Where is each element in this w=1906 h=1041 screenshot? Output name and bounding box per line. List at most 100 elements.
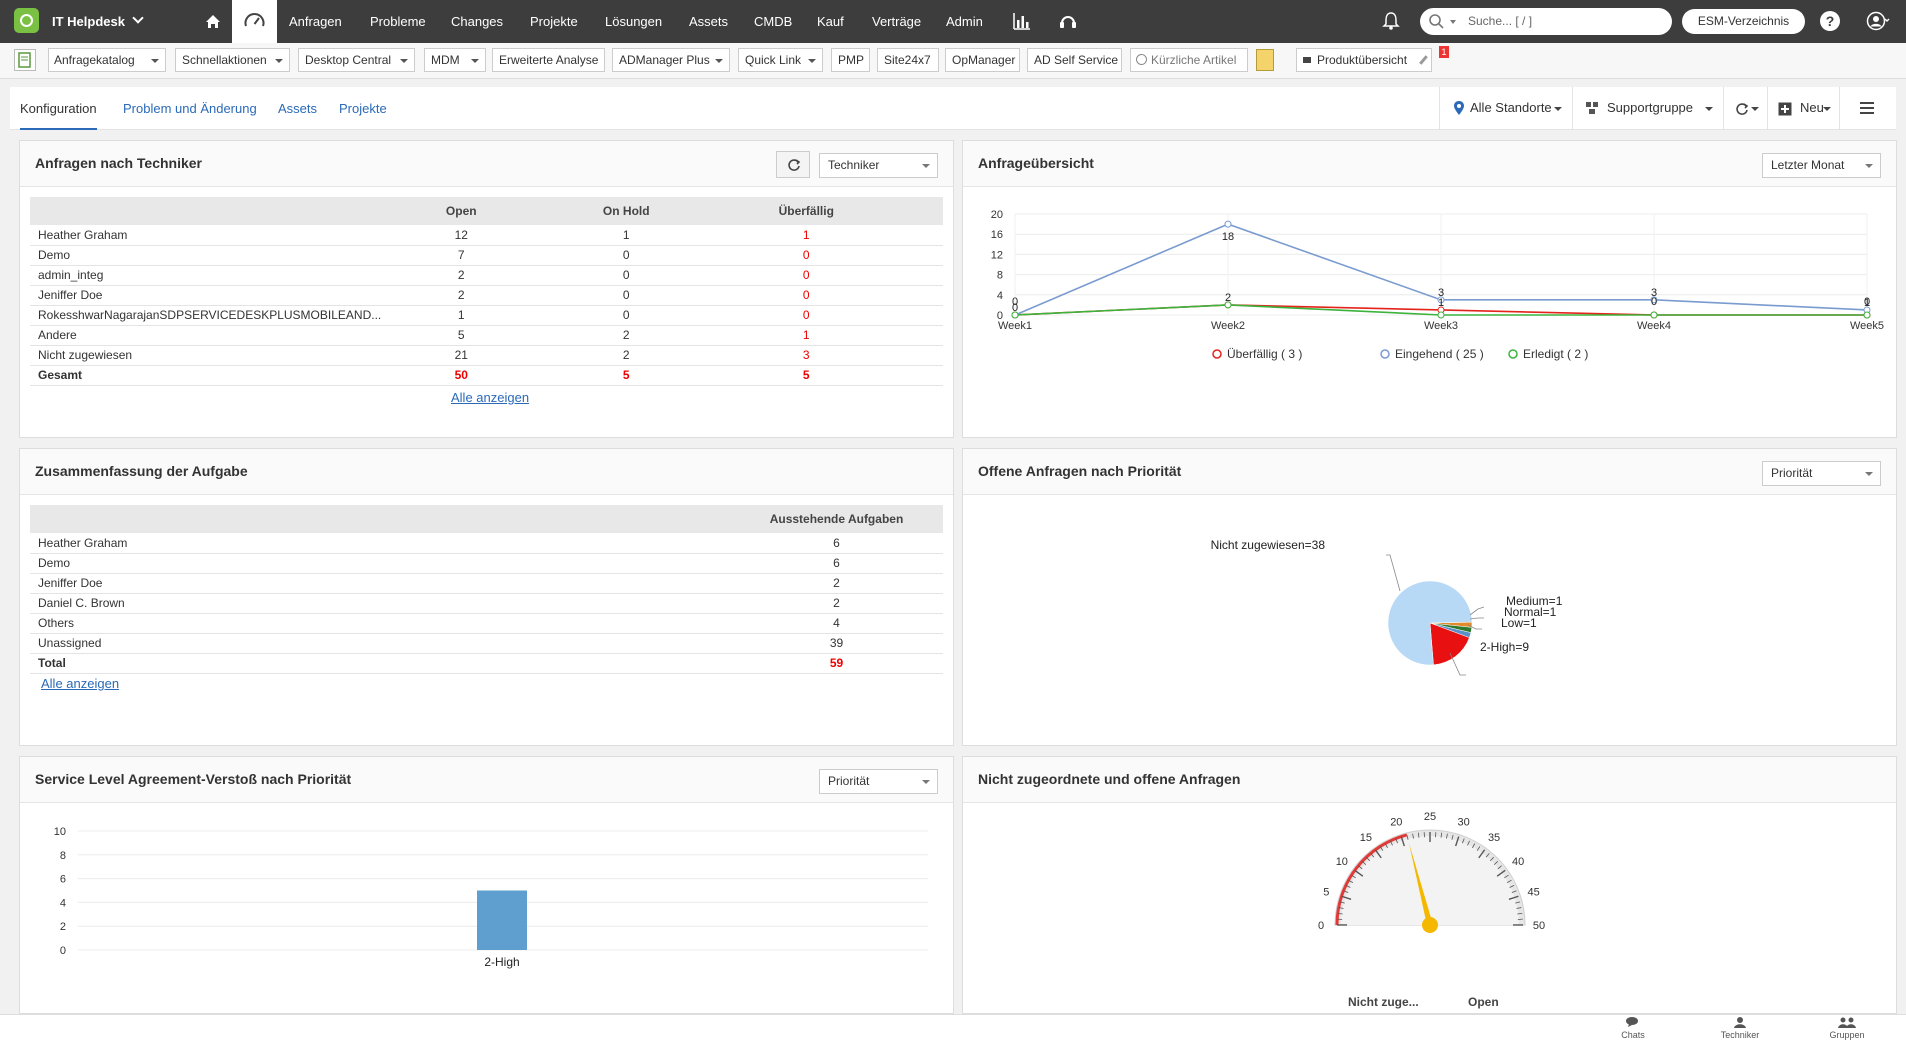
- toolbar-schnellaktionen[interactable]: Schnellaktionen: [175, 48, 290, 72]
- filter-label: Techniker: [828, 158, 880, 172]
- y-tick-label: 0: [997, 310, 1003, 322]
- priority-filter[interactable]: Priorität: [1762, 461, 1881, 486]
- gauge-tick: [1339, 901, 1345, 904]
- search-input[interactable]: Suche... [ / ]: [1468, 14, 1533, 28]
- bell-icon[interactable]: [1382, 11, 1400, 34]
- nav-cmdb[interactable]: CMDB: [754, 14, 793, 29]
- location-pin-icon: [1454, 101, 1464, 115]
- dashboard-icon[interactable]: [232, 0, 277, 43]
- toolbar-anfragekatalog[interactable]: Anfragekatalog: [48, 48, 166, 72]
- pie-label: 2-High=9: [1480, 640, 1529, 654]
- nav-admin[interactable]: Admin: [946, 14, 983, 29]
- chevron-down-icon[interactable]: [132, 12, 144, 24]
- app-title[interactable]: IT Helpdesk: [52, 14, 125, 29]
- location-dropdown[interactable]: Alle Standorte: [1439, 87, 1572, 129]
- gauge-tick: [1361, 861, 1367, 866]
- tab-problem-aenderung[interactable]: Problem und Änderung: [123, 101, 257, 116]
- toolbar-label: OpManager: [952, 53, 1016, 67]
- nav-loesungen[interactable]: Lösungen: [605, 14, 663, 29]
- technicians-button[interactable]: Techniker: [1715, 1016, 1765, 1040]
- gauge-tick: [1496, 869, 1506, 877]
- tab-konfiguration[interactable]: Konfiguration: [20, 87, 97, 130]
- table-row[interactable]: Andere 5 2 1: [30, 325, 943, 346]
- tab-projekte[interactable]: Projekte: [339, 101, 387, 116]
- chats-button[interactable]: Chats: [1608, 1016, 1658, 1040]
- table-header-row: Open On Hold Überfällig: [30, 197, 943, 225]
- nav-changes[interactable]: Changes: [451, 14, 504, 29]
- notes-icon[interactable]: [1256, 49, 1274, 71]
- table-row[interactable]: Demo 6: [30, 553, 943, 574]
- help-icon[interactable]: ?: [1820, 11, 1840, 31]
- headset-icon[interactable]: [1058, 11, 1078, 34]
- table-cell: 2: [381, 265, 542, 286]
- table-row[interactable]: Heather Graham 12 1 1: [30, 225, 943, 246]
- toolbar-opmanager[interactable]: OpManager: [945, 48, 1020, 72]
- table-row[interactable]: admin_integ 2 0 0: [30, 265, 943, 286]
- toolbar-desktop-central[interactable]: Desktop Central: [298, 48, 415, 72]
- technician-filter[interactable]: Techniker: [819, 153, 938, 178]
- table-row[interactable]: Daniel C. Brown 2: [30, 593, 943, 614]
- table-cell: 7: [381, 245, 542, 266]
- nav-probleme[interactable]: Probleme: [370, 14, 426, 29]
- nav-vertraege[interactable]: Verträge: [872, 14, 922, 29]
- table-row[interactable]: Jeniffer Doe 2 0 0: [30, 285, 943, 306]
- toolbar-erweiterte-analyse[interactable]: Erweiterte Analyse: [492, 48, 605, 72]
- toolbar-pmp[interactable]: PMP: [831, 48, 870, 72]
- table-cell: 2: [730, 573, 943, 594]
- toolbar-ad-self-service[interactable]: AD Self Service: [1027, 48, 1122, 72]
- table-row[interactable]: Jeniffer Doe 2: [30, 573, 943, 594]
- toolbar-site24x7[interactable]: Site24x7: [877, 48, 939, 72]
- table-row[interactable]: RokesshwarNagarajanSDPSERVICEDESKPLUSMOB…: [30, 305, 943, 326]
- table-row[interactable]: Demo 7 0 0: [30, 245, 943, 266]
- table-row[interactable]: Nicht zugewiesen 21 2 3: [30, 345, 943, 366]
- table-row[interactable]: Unassigned 39: [30, 633, 943, 654]
- user-icon[interactable]: [1866, 11, 1890, 34]
- period-filter[interactable]: Letzter Monat: [1762, 153, 1881, 178]
- toolbar-produktuebersicht[interactable]: Produktübersicht: [1296, 48, 1432, 72]
- tab-assets[interactable]: Assets: [278, 101, 318, 116]
- toolbar-mdm[interactable]: MDM: [424, 48, 486, 72]
- nav-kauf[interactable]: Kauf: [817, 14, 844, 29]
- table-row[interactable]: Heather Graham 6: [30, 533, 943, 554]
- refresh-dropdown[interactable]: [1723, 87, 1767, 129]
- data-label: 1: [1864, 297, 1870, 309]
- toolbar-recent-articles[interactable]: Kürzliche Artikel: [1130, 48, 1248, 72]
- table-row[interactable]: Gesamt 50 5 5: [30, 365, 943, 386]
- pin-icon[interactable]: [1419, 55, 1428, 65]
- nav-anfragen[interactable]: Anfragen: [289, 14, 342, 29]
- table-cell: [901, 225, 943, 246]
- table-cell: 0: [711, 245, 902, 266]
- show-all-link[interactable]: Alle anzeigen: [451, 390, 530, 405]
- toolbar-quick-link[interactable]: Quick Link: [738, 48, 823, 72]
- top-navigation: IT Helpdesk Anfragen Probleme Changes Pr…: [0, 0, 1906, 43]
- esm-directory-button[interactable]: ESM-Verzeichnis: [1682, 9, 1805, 34]
- nav-projekte[interactable]: Projekte: [530, 14, 578, 29]
- menu-icon[interactable]: [1839, 87, 1896, 129]
- gauge-needle: [1408, 842, 1433, 926]
- reports-icon[interactable]: [1012, 12, 1032, 33]
- groups-button[interactable]: Gruppen: [1822, 1016, 1872, 1040]
- home-icon[interactable]: [195, 0, 231, 43]
- table-row[interactable]: Others 4: [30, 613, 943, 634]
- table-cell: Heather Graham: [30, 533, 730, 554]
- nav-assets[interactable]: Assets: [689, 14, 729, 29]
- task-summary-table: Ausstehende Aufgaben Heather Graham 6 Demo…: [30, 505, 943, 674]
- show-all-link[interactable]: Alle anzeigen: [41, 676, 120, 691]
- toolbar-admanager-plus[interactable]: ADManager Plus: [612, 48, 730, 72]
- new-request-icon[interactable]: [14, 49, 36, 71]
- group-label: Supportgruppe: [1607, 100, 1694, 115]
- priority-filter[interactable]: Priorität: [819, 769, 938, 794]
- new-dropdown[interactable]: Neu: [1767, 87, 1839, 129]
- panel-title: Anfragen nach Techniker: [35, 155, 203, 171]
- support-group-dropdown[interactable]: Supportgruppe: [1572, 87, 1723, 129]
- refresh-icon: [788, 159, 801, 171]
- table-cell: admin_integ: [30, 265, 382, 286]
- table-row[interactable]: Total 59: [30, 653, 943, 674]
- toolbar-label: Schnellaktionen: [182, 53, 267, 67]
- search-box[interactable]: Suche... [ / ]: [1420, 8, 1672, 35]
- gauge-tick: [1374, 849, 1382, 859]
- app-logo[interactable]: [14, 8, 39, 33]
- refresh-button[interactable]: [776, 151, 810, 178]
- gauge-tick: [1395, 838, 1398, 844]
- chevron-down-icon[interactable]: [1450, 20, 1456, 24]
